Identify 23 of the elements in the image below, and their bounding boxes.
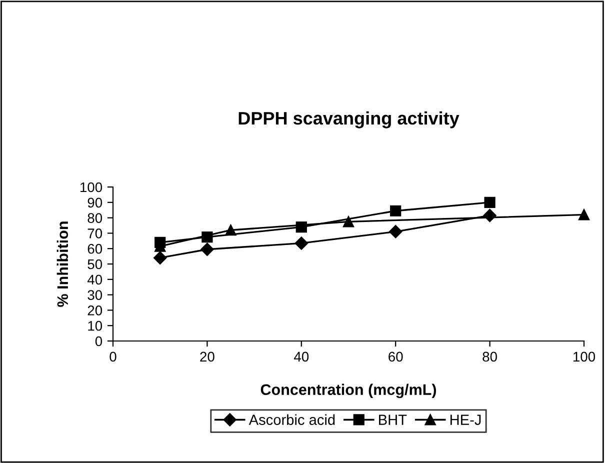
x-tick-label: 100: [573, 352, 596, 362]
legend-label: Ascorbic acid: [248, 414, 335, 425]
y-tick-label: 70: [88, 228, 102, 238]
x-tick-label: 40: [294, 352, 309, 362]
y-tick-label: 90: [88, 198, 102, 208]
x-tick-label: 60: [388, 352, 403, 362]
x-tick-label: 0: [110, 352, 116, 362]
y-axis-title: % Inhibition: [56, 222, 68, 307]
y-tick-label: 40: [87, 274, 102, 285]
legend-label: BHT: [379, 414, 407, 425]
x-axis-title: Concentration (mcg/mL): [260, 384, 436, 398]
y-tick-label: 50: [88, 259, 102, 270]
y-tick-label: 20: [88, 306, 102, 316]
y-tick-label: 60: [88, 244, 102, 254]
y-tick-label: 30: [88, 290, 102, 300]
y-tick-label: 10: [88, 320, 102, 331]
chart-title: DPPH scavanging activity: [238, 111, 460, 128]
legend-label: HE-J: [450, 414, 481, 425]
y-tick-label: 100: [80, 182, 102, 192]
y-tick-label: 80: [88, 213, 102, 223]
x-tick-label: 20: [200, 352, 214, 362]
y-tick-label: 0: [95, 336, 102, 346]
x-tick-label: 80: [482, 352, 497, 362]
